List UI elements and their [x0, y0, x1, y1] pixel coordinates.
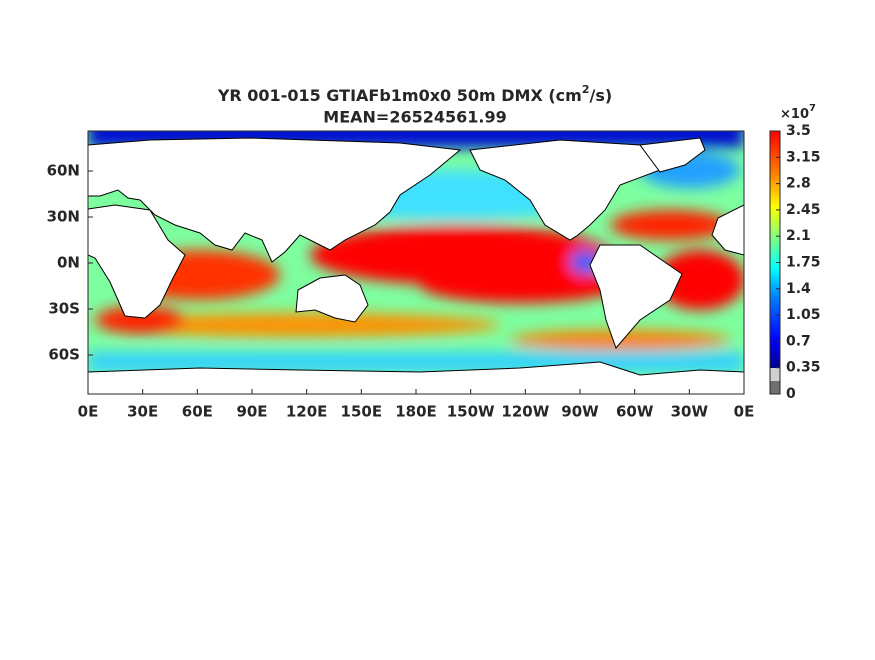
- colorbar-multiplier: ×107: [780, 103, 816, 122]
- x-tick-label: 120E: [286, 403, 328, 421]
- map-field: [88, 131, 744, 394]
- y-tick-label: 30S: [48, 300, 80, 318]
- colorbar-tick-label: 0: [786, 386, 796, 402]
- x-tick-label: 0E: [78, 403, 99, 421]
- subtitle: MEAN=26524561.99: [323, 108, 506, 127]
- colorbar-tick-label: 3.15: [786, 149, 821, 165]
- y-tick-label: 30N: [47, 208, 80, 226]
- x-tick-label: 0E: [734, 403, 755, 421]
- title: YR 001-015 GTIAFb1m0x0 50m DMX (cm2/s): [217, 83, 612, 105]
- colorbar-tick-label: 1.4: [786, 281, 811, 297]
- x-ticks: 0E 30E 60E 90E 120E 150E 180E 150W 120W 90W 60W 30W…: [78, 389, 755, 421]
- x-tick-label: 30E: [127, 403, 158, 421]
- x-tick-label: 90E: [236, 403, 267, 421]
- colorbar-tick-label: 0.35: [786, 360, 821, 376]
- colorbar-tick-label: 1.05: [786, 307, 821, 323]
- x-tick-label: 90W: [561, 403, 599, 421]
- colorbar-tick-label: 2.8: [786, 176, 811, 192]
- x-tick-label: 150W: [447, 403, 495, 421]
- x-tick-label: 120W: [501, 403, 549, 421]
- colorbar-tick-label: 1.75: [786, 255, 821, 271]
- x-tick-label: 150E: [341, 403, 383, 421]
- y-ticks: 60N 30N 0N 30S 60S: [47, 162, 93, 364]
- colorbar-tick-label: 0.7: [786, 333, 811, 349]
- y-tick-label: 60S: [48, 346, 80, 364]
- colorbar-tick-label: 2.1: [786, 228, 811, 244]
- x-tick-label: 60E: [182, 403, 213, 421]
- y-tick-label: 60N: [47, 162, 80, 180]
- colorbar-ticks: 0 0.35 0.7 1.05 1.4 1.75 2.1 2.45 2.8 3.15 3.5: [776, 123, 821, 402]
- colorbar-tick-label: 3.5: [786, 123, 811, 139]
- x-tick-label: 30W: [671, 403, 709, 421]
- colorbar-tick-label: 2.45: [786, 202, 821, 218]
- x-tick-label: 60W: [616, 403, 654, 421]
- x-tick-label: 180E: [395, 403, 437, 421]
- y-tick-label: 0N: [57, 254, 80, 272]
